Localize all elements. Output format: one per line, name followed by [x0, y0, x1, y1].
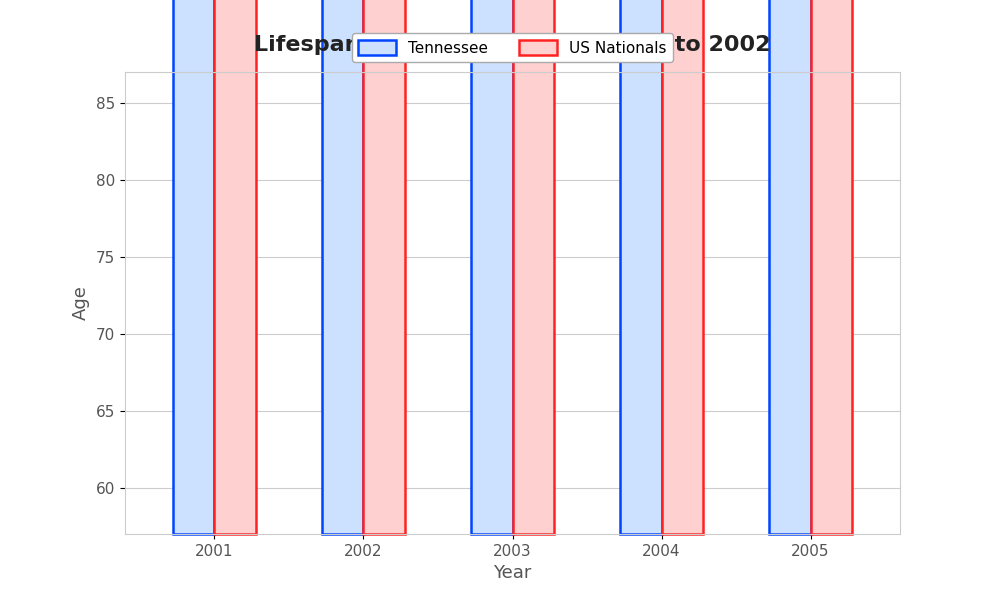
- Legend: Tennessee, US Nationals: Tennessee, US Nationals: [352, 34, 673, 62]
- Bar: [471, 0, 513, 534]
- Bar: [769, 0, 811, 534]
- Bar: [513, 0, 554, 534]
- Bar: [214, 0, 256, 534]
- X-axis label: Year: Year: [493, 564, 532, 582]
- Bar: [322, 0, 363, 534]
- Bar: [811, 0, 852, 534]
- Bar: [363, 0, 405, 534]
- Bar: [620, 0, 662, 534]
- Y-axis label: Age: Age: [72, 286, 90, 320]
- Title: Lifespan in Tennessee from 1965 to 2002: Lifespan in Tennessee from 1965 to 2002: [254, 35, 771, 55]
- Bar: [662, 0, 703, 534]
- Bar: [173, 0, 214, 534]
